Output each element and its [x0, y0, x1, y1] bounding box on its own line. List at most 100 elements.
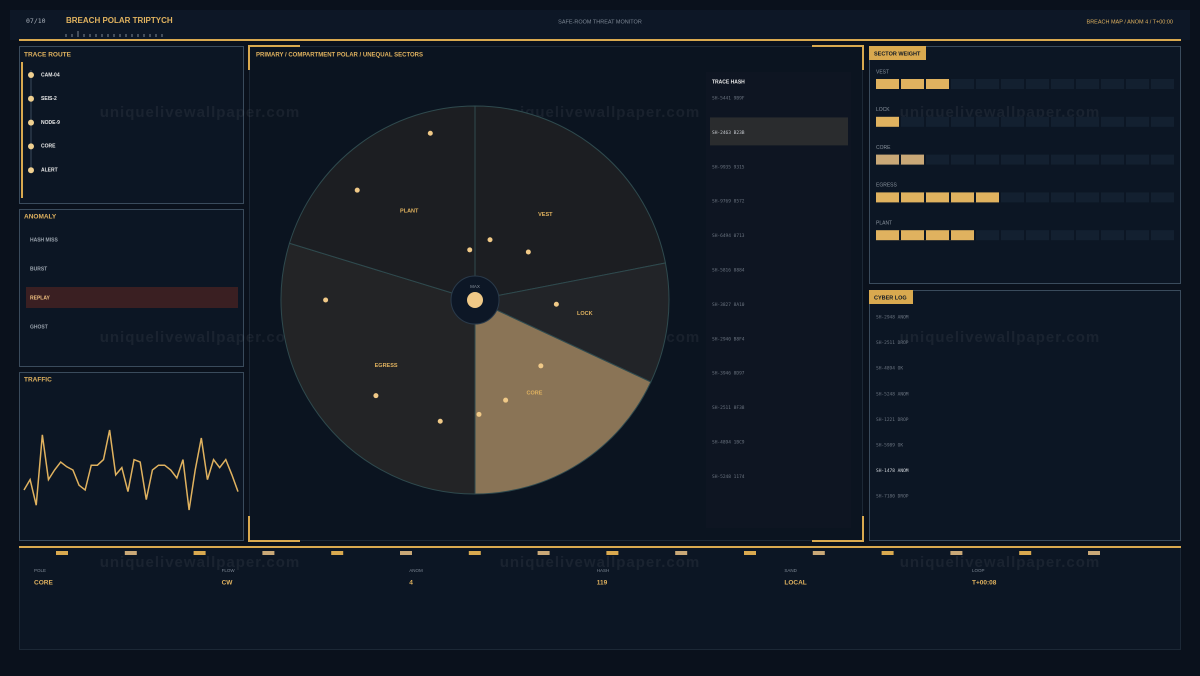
- data-point: [553, 301, 559, 307]
- route-label: NODE-9: [41, 120, 60, 126]
- weight-slot: [926, 154, 949, 165]
- data-point: [323, 297, 329, 303]
- footer-tick: [675, 551, 688, 555]
- weight-slot: [1101, 154, 1124, 165]
- data-point: [538, 363, 544, 369]
- data-point: [525, 249, 531, 255]
- trace-route-panel: [19, 46, 244, 204]
- footer-label: LOOP: [972, 568, 985, 573]
- log-row: SH-2948 ANOM: [876, 315, 909, 321]
- footer-label: POLE: [34, 568, 46, 573]
- weight-slot: [1101, 116, 1124, 127]
- weight-slot: [1126, 116, 1149, 127]
- sector-label: PLANT: [400, 209, 419, 215]
- weight-slot: [1076, 154, 1099, 165]
- log-row: SH-5989 OK: [876, 443, 903, 449]
- panel-title: SECTOR WEIGHT: [874, 51, 921, 57]
- weight-slot: [976, 230, 999, 241]
- weight-slot: [1026, 154, 1049, 165]
- footer-tick: [1088, 551, 1100, 555]
- weight-slot: [1026, 79, 1049, 89]
- weight-slot: [1051, 230, 1074, 241]
- watermark: uniquelivewallpaper.com: [900, 329, 1101, 346]
- weight-slot: [1151, 79, 1174, 89]
- weight-label: CORE: [876, 145, 891, 151]
- hash-row: SH-2463 B23B: [712, 130, 745, 136]
- weight-slot: [1001, 79, 1024, 89]
- log-row: SH-7180 DROP: [876, 494, 909, 500]
- weight-slot: [1151, 154, 1174, 165]
- route-label: CORE: [41, 144, 56, 150]
- footer-tick: [1019, 551, 1032, 555]
- sector-label: EGRESS: [375, 363, 398, 369]
- weight-slot: [926, 116, 949, 127]
- weight-slot: [951, 116, 974, 127]
- weight-slot: [1101, 192, 1124, 203]
- page-subtitle: SAFE-ROOM THREAT MONITOR: [558, 19, 642, 25]
- footer-tick: [812, 551, 825, 555]
- hash-row: SH-2511 8F38: [712, 405, 745, 411]
- weight-slot: [1076, 230, 1099, 241]
- weight-slot: [1026, 230, 1049, 241]
- sector-label: LOCK: [577, 311, 593, 317]
- traffic-panel: [19, 372, 244, 541]
- weight-slot: [1076, 79, 1099, 89]
- footer-tick: [262, 551, 275, 555]
- route-label: CAM-04: [41, 72, 60, 78]
- weight-bar: [876, 192, 999, 203]
- weight-slot: [1126, 230, 1149, 241]
- watermark: uniquelivewallpaper.com: [900, 554, 1101, 571]
- hash-row: SH-9769 8572: [712, 199, 745, 205]
- header-band: [10, 10, 1190, 40]
- data-point: [503, 397, 509, 403]
- sector: [473, 262, 670, 383]
- trace-hash-panel: [706, 72, 851, 528]
- traffic-line: [23, 429, 239, 511]
- anomaly-item: BURST: [30, 266, 47, 272]
- weight-slot: [1026, 116, 1049, 127]
- page-title: BREACH POLAR TRIPTYCH: [66, 16, 173, 25]
- page-index: 07/10: [26, 17, 46, 25]
- footer-value: 4: [409, 580, 413, 587]
- log-row: SH-5248 ANOM: [876, 391, 909, 397]
- route-label: ALERT: [41, 168, 58, 174]
- title-tab: [869, 46, 926, 60]
- watermark: uniquelivewallpaper.com: [900, 104, 1101, 121]
- watermark: uniquelivewallpaper.com: [100, 329, 301, 346]
- footer-tick: [744, 551, 756, 555]
- weight-slot: [951, 79, 974, 89]
- weight-slot: [1151, 192, 1174, 203]
- weight-slot: [1051, 192, 1074, 203]
- weight-slot: [1001, 192, 1024, 203]
- hash-row: SH-9935 9315: [712, 164, 745, 170]
- anomaly-item: GHOST: [30, 324, 48, 330]
- weight-slot: [1051, 154, 1074, 165]
- weight-slot: [1151, 230, 1174, 241]
- footer-tick: [400, 551, 412, 555]
- weight-slot: [1001, 116, 1024, 127]
- weight-slot: [1076, 192, 1099, 203]
- hash-row: SH-6494 0713: [712, 233, 745, 239]
- footer-tick: [881, 551, 894, 555]
- watermark: uniquelivewallpaper.com: [500, 554, 701, 571]
- panel-brackets: [248, 45, 864, 542]
- log-row: SH-1478 ANOM: [876, 468, 909, 474]
- footer-tick: [950, 551, 963, 555]
- route-node: [28, 95, 34, 102]
- watermark: uniquelivewallpaper.com: [500, 104, 701, 121]
- list-title: TRACE HASH: [712, 79, 745, 85]
- selected-row: [26, 287, 238, 308]
- hash-row: SH-4894 1BC9: [712, 440, 745, 446]
- footer-label: ANOM: [409, 568, 423, 573]
- panel-title: TRAFFIC: [24, 377, 52, 384]
- log-row: SH-4894 OK: [876, 366, 903, 372]
- hash-row: SH-5248 1174: [712, 474, 745, 480]
- breadcrumb: BREACH MAP / ANOM 4 / T+00:00: [1087, 19, 1173, 25]
- weight-slot: [1001, 154, 1024, 165]
- footer-tick: [56, 551, 68, 555]
- anomaly-item: HASH MISS: [30, 237, 58, 243]
- footer-value: LOCAL: [784, 580, 806, 587]
- weight-slot: [1026, 192, 1049, 203]
